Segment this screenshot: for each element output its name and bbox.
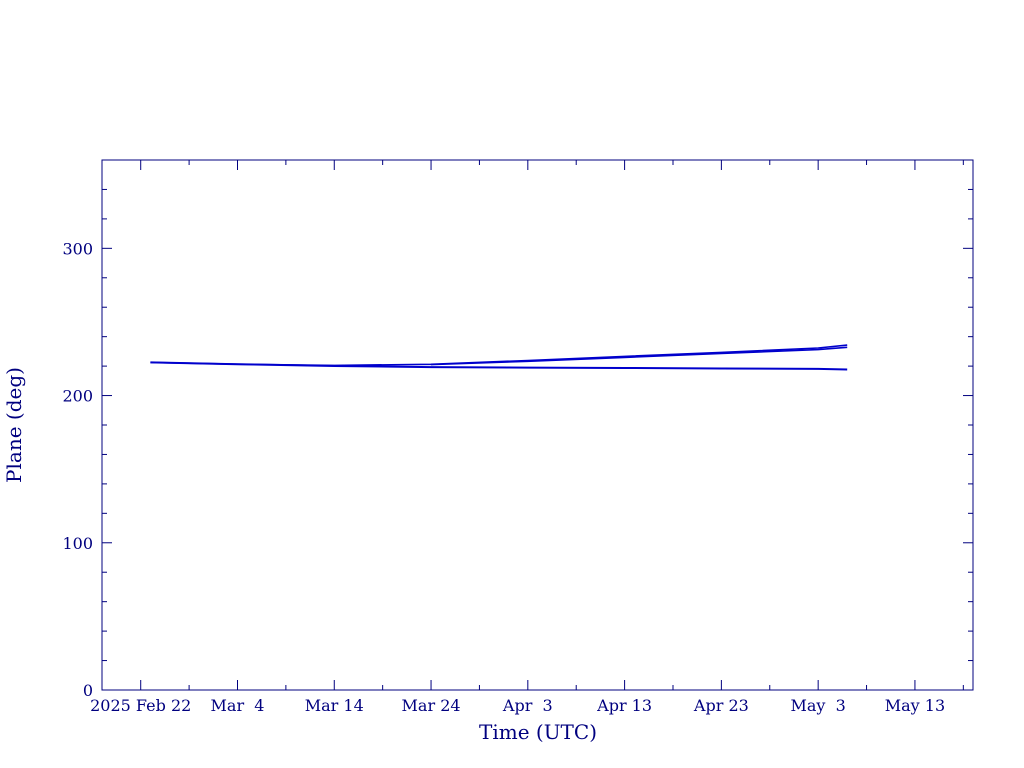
series-layer [150, 344, 848, 371]
y-tick-label: 100 [62, 534, 93, 553]
y-axis-title: Plane (deg) [2, 367, 26, 483]
x-tick-label: Apr 13 [596, 696, 652, 715]
x-tick-label: May 3 [790, 696, 845, 715]
plot-frame [101, 159, 974, 691]
x-tick-label: Apr 23 [693, 696, 749, 715]
x-axis-title: Time (UTC) [479, 720, 597, 744]
y-tick-label: 200 [62, 387, 93, 406]
x-axis: 2025 Feb 22 Mar 4 Mar 14 Mar 24 Apr 3 Apr 13 A… [90, 160, 964, 715]
x-tick-label: Mar 14 [305, 696, 364, 715]
series-line-3 [430, 346, 848, 366]
series-line-2 [150, 361, 848, 371]
x-tick-label: Mar 24 [402, 696, 461, 715]
y-tick-label: 0 [83, 681, 93, 700]
x-tick-label: May 13 [885, 696, 945, 715]
y-axis: 0 100 200 300 [62, 159, 973, 700]
x-tick-label: 2025 Feb 22 [90, 696, 191, 715]
x-tick-label: Mar 4 [211, 696, 265, 715]
x-tick-label: Apr 3 [502, 696, 553, 715]
y-tick-label: 300 [62, 239, 93, 258]
